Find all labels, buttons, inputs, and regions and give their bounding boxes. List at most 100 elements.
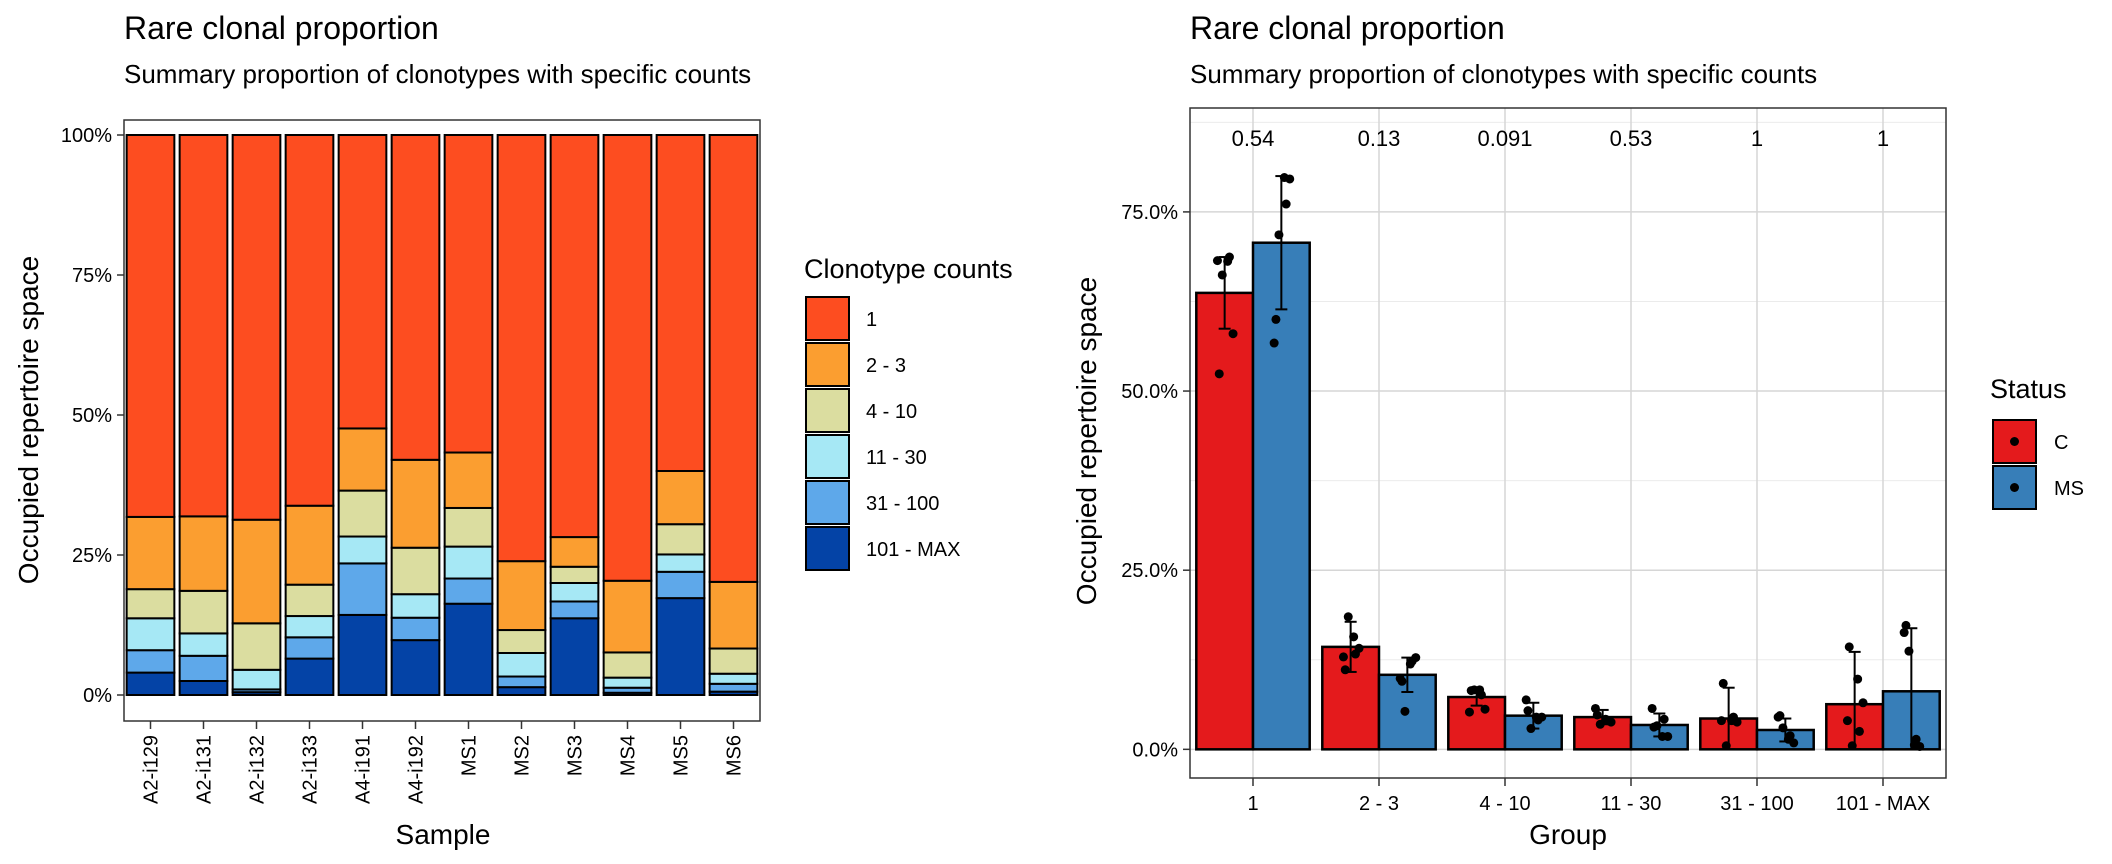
bar-segment bbox=[125, 671, 176, 696]
bar-segment bbox=[231, 668, 282, 691]
data-point bbox=[1778, 723, 1788, 733]
x-tick-label: MS6 bbox=[724, 735, 746, 776]
bar-segment bbox=[284, 134, 335, 507]
plot-area bbox=[1190, 108, 1946, 778]
y-tick-label: 25% bbox=[72, 545, 112, 567]
bar-segment bbox=[655, 553, 706, 573]
bar-segment bbox=[708, 580, 759, 650]
p-value-label: 1 bbox=[1751, 126, 1763, 151]
bar-segment bbox=[390, 546, 441, 596]
bar-segment bbox=[178, 632, 229, 657]
bar-segment bbox=[284, 583, 335, 618]
bar-segment bbox=[443, 451, 494, 509]
x-axis-title: Sample bbox=[396, 819, 491, 850]
p-value-label: 0.53 bbox=[1610, 126, 1653, 151]
y-tick-label: 75% bbox=[72, 265, 112, 287]
x-axis-title: Group bbox=[1529, 819, 1607, 850]
bar-segment bbox=[443, 577, 494, 605]
legend-swatch bbox=[805, 480, 850, 525]
bar-segment bbox=[496, 629, 547, 654]
data-point bbox=[1340, 665, 1350, 675]
data-point bbox=[1901, 620, 1911, 630]
legend-swatch bbox=[805, 296, 850, 341]
bar-segment bbox=[496, 675, 547, 689]
data-point bbox=[1343, 612, 1353, 622]
bar-segment bbox=[390, 593, 441, 619]
x-tick-label: 11 - 30 bbox=[1601, 793, 1662, 815]
plot-area bbox=[123, 119, 761, 722]
data-point bbox=[1281, 199, 1291, 209]
x-tick-label: 4 - 10 bbox=[1479, 793, 1530, 815]
data-point bbox=[1847, 741, 1857, 751]
bar-segment bbox=[337, 613, 388, 696]
legend-swatch bbox=[805, 342, 850, 387]
bar-segment bbox=[443, 602, 494, 696]
legend-label: 1 bbox=[866, 309, 877, 331]
data-point bbox=[1592, 710, 1602, 720]
data-point bbox=[1411, 653, 1421, 663]
data-point bbox=[1214, 369, 1224, 379]
bar-segment bbox=[549, 565, 600, 585]
p-value-label: 0.13 bbox=[1358, 126, 1401, 151]
grouped-bar-chart-panel: Rare clonal proportion Summary proportio… bbox=[1071, 10, 2084, 850]
x-tick-label: MS3 bbox=[565, 735, 587, 776]
x-tick-label: 101 - MAX bbox=[1836, 793, 1930, 815]
bar-segment bbox=[231, 518, 282, 625]
bar-segment bbox=[390, 616, 441, 642]
data-point bbox=[1279, 173, 1289, 183]
p-value-label: 0.091 bbox=[1477, 126, 1532, 151]
bar-segment bbox=[178, 515, 229, 592]
x-tick-label: A2-i131 bbox=[194, 735, 216, 804]
data-point bbox=[1721, 741, 1731, 751]
bar-segment bbox=[602, 651, 653, 679]
y-tick-label: 0% bbox=[83, 685, 112, 707]
legend-label: 101 - MAX bbox=[866, 539, 960, 561]
bar-segment bbox=[655, 570, 706, 600]
chart-subtitle: Summary proportion of clonotypes with sp… bbox=[1190, 59, 1817, 89]
bar-segment bbox=[178, 589, 229, 635]
data-point bbox=[1228, 329, 1238, 339]
data-point bbox=[1727, 716, 1737, 726]
data-point bbox=[1466, 686, 1476, 696]
x-tick-label: 1 bbox=[1247, 793, 1258, 815]
legend-label: 11 - 30 bbox=[866, 447, 927, 469]
x-tick-label: MS5 bbox=[671, 735, 693, 776]
data-point bbox=[1271, 314, 1281, 324]
bar-segment bbox=[231, 134, 282, 521]
legend-label: 4 - 10 bbox=[866, 401, 917, 423]
bar-segment bbox=[496, 134, 547, 563]
bar bbox=[1251, 241, 1311, 751]
p-value-label: 1 bbox=[1877, 126, 1889, 151]
chart-title: Rare clonal proportion bbox=[124, 10, 439, 46]
data-point bbox=[1269, 338, 1279, 348]
data-point bbox=[1649, 722, 1659, 732]
bar-segment bbox=[337, 562, 388, 616]
data-point bbox=[1904, 646, 1914, 656]
legend-label: 31 - 100 bbox=[866, 493, 939, 515]
bar-segment bbox=[125, 588, 176, 620]
bar bbox=[1195, 291, 1255, 751]
bar-segment bbox=[390, 639, 441, 696]
data-point bbox=[1274, 230, 1284, 240]
legend-label: MS bbox=[2054, 478, 2084, 500]
chart-subtitle: Summary proportion of clonotypes with sp… bbox=[124, 59, 751, 89]
bar-segment bbox=[602, 579, 653, 654]
bar-segment bbox=[125, 617, 176, 652]
bar-segment bbox=[443, 545, 494, 580]
bar-segment bbox=[549, 536, 600, 568]
bar-segment bbox=[655, 597, 706, 696]
data-point bbox=[1521, 695, 1531, 705]
data-point bbox=[1464, 707, 1474, 717]
p-value-label: 0.54 bbox=[1232, 126, 1275, 151]
y-axis-title: Occupied repertoire space bbox=[1071, 277, 1102, 605]
data-point bbox=[1783, 734, 1793, 744]
data-point bbox=[1858, 698, 1868, 708]
legend-swatch bbox=[805, 434, 850, 479]
y-tick-label: 50.0% bbox=[1121, 381, 1178, 403]
x-tick-label: MS4 bbox=[618, 735, 640, 776]
bar-segment bbox=[602, 134, 653, 582]
x-axis: 1 2 - 3 4 - 10 11 - 30 31 - 100 101 - MAX bbox=[1247, 778, 1930, 815]
data-point bbox=[1526, 724, 1536, 734]
bar-segment bbox=[337, 134, 388, 430]
